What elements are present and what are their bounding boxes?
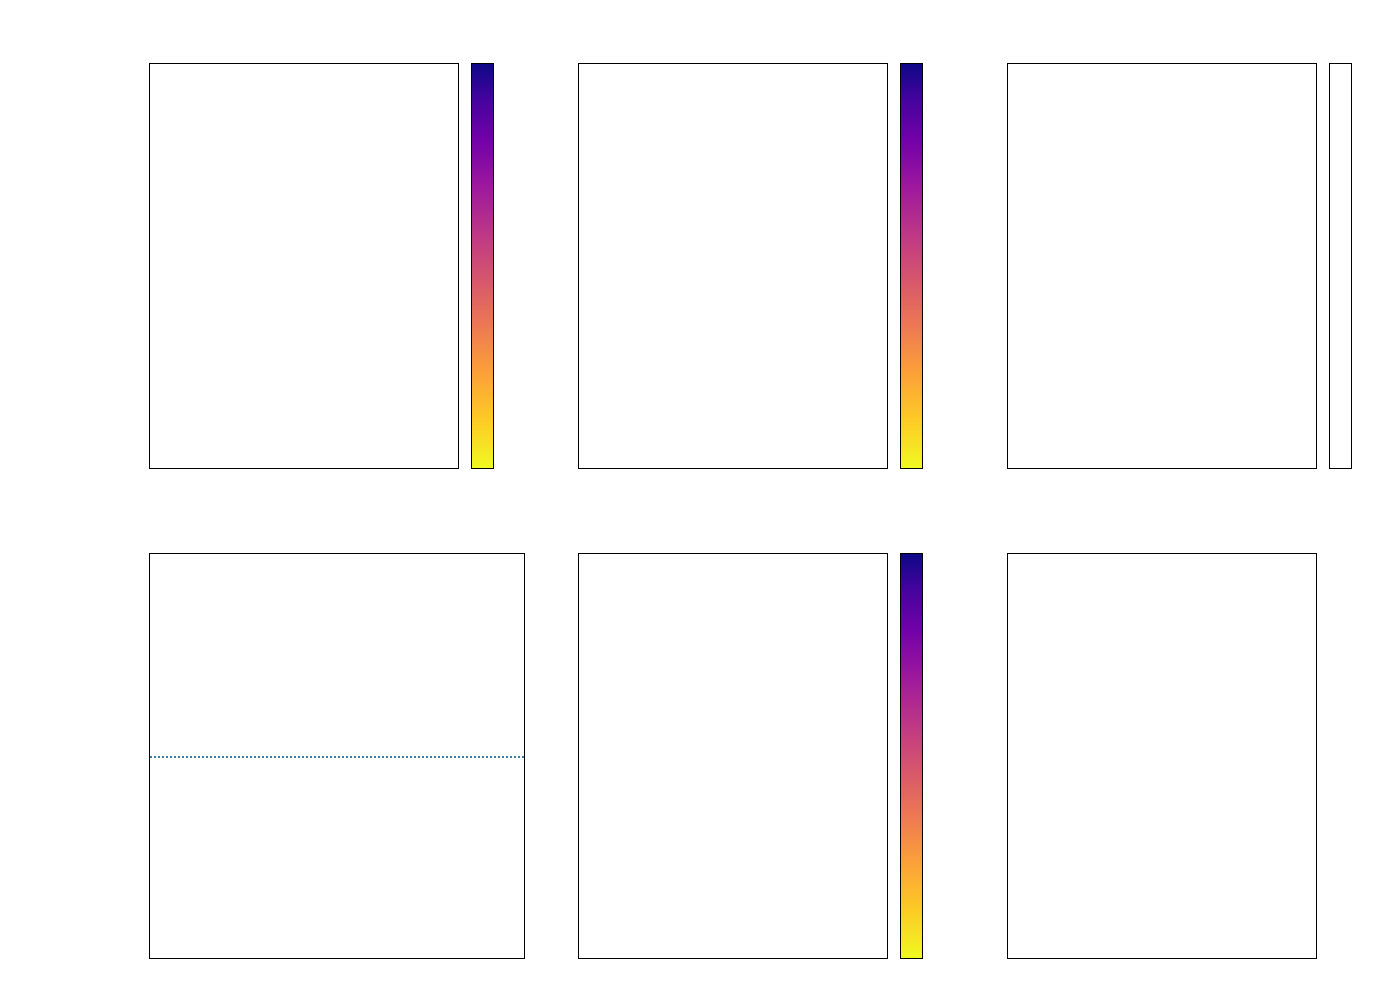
panel-doxy-adjusted-qc-axes[interactable]	[1007, 63, 1317, 469]
panel-outliers-axes[interactable]	[1007, 553, 1317, 959]
panel-doxy-axes[interactable]	[149, 63, 459, 469]
colorbar-doxy-adjusted	[900, 63, 923, 469]
panel-doxy	[149, 63, 459, 469]
panel-bgcargoplus	[578, 553, 888, 959]
panel-mode	[149, 553, 525, 959]
colorbar-doxy	[471, 63, 494, 469]
panel-outliers	[1007, 553, 1317, 959]
panel-doxy-adjusted	[578, 63, 888, 469]
panel-bgcargoplus-axes[interactable]	[578, 553, 888, 959]
colorbar-bgcargoplus	[900, 553, 923, 959]
panel-doxy-adjusted-axes[interactable]	[578, 63, 888, 469]
panel-mode-axes[interactable]	[149, 553, 525, 959]
panel-doxy-adjusted-qc	[1007, 63, 1317, 469]
colorbar-qc	[1329, 63, 1352, 469]
mode-series-line	[150, 756, 524, 758]
